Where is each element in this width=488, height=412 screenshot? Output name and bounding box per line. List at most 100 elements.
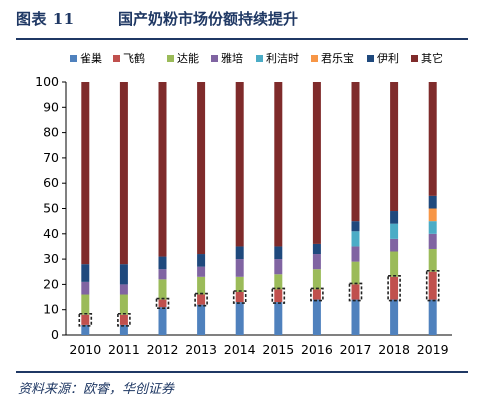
bar-segment [351,82,360,222]
highlight-outline [78,312,93,327]
legend-label: 雅培 [221,51,243,65]
bar-segment [312,269,321,290]
legend-label: 君乐宝 [321,51,354,65]
bar-segment [428,233,437,249]
bar-segment [197,254,206,267]
bar-segment [119,324,128,335]
bar-segment [119,284,128,295]
bar-segment [235,246,244,260]
bar-segment [158,307,167,335]
bar-segment [351,299,360,335]
bar-segment [235,259,244,277]
bar-segment [351,231,360,247]
legend-swatch [167,55,174,62]
bar-segment [390,82,399,212]
bar-segment [274,82,283,247]
bar-segment [158,269,167,280]
bar-segment [197,294,206,305]
x-tick-label: 2016 [301,342,333,357]
bar-segment [428,208,437,222]
bar-segment [81,314,90,325]
legend-swatch [411,55,418,62]
bar-segment [274,246,283,260]
y-tick-label: 70 [43,150,59,165]
bar-segment [197,304,206,335]
chart-title: 国产奶粉市场份额持续提升 [118,10,299,28]
y-tick-label: 80 [43,125,59,140]
bar-segment [312,243,321,255]
bar-segment [312,299,321,335]
bar-segment [81,264,90,282]
bar-segment [274,259,283,275]
bar-segment [235,302,244,335]
bar-segment [81,281,90,295]
figure-label: 图表 11 [16,10,75,28]
highlight-outline [194,292,208,307]
bar-segment [390,276,399,300]
bottom-rule [16,371,468,373]
x-tick-label: 2010 [69,342,101,357]
legend-swatch [311,55,318,62]
legend-swatch [211,55,218,62]
bar-segment [274,302,283,335]
bar-segment [351,246,360,262]
bar-segment [81,324,90,335]
legend-swatch [113,55,120,62]
bar-segment [428,82,437,196]
bar-segment [197,266,206,277]
y-tick-label: 20 [43,276,59,291]
highlight-outline [117,312,131,327]
bar-segment [428,195,437,209]
bar-segment [119,82,128,265]
x-tick-label: 2017 [340,342,372,357]
y-tick-label: 10 [43,302,59,317]
y-tick-label: 100 [35,74,59,89]
bar-segment [390,223,399,239]
bar-segment [428,248,437,272]
bar-segment [158,299,167,308]
legend-swatch [70,55,77,62]
y-tick-label: 0 [51,327,59,342]
bar-segment [119,314,128,325]
bar-segment [81,82,90,265]
legend-label: 伊利 [377,52,399,65]
x-tick-label: 2019 [417,342,449,357]
x-tick-label: 2014 [224,342,256,357]
highlight-outline [425,269,440,302]
y-tick-label: 30 [43,251,59,266]
bar-segment [274,274,283,290]
highlight-outline [348,282,363,302]
bar-segment [197,276,206,295]
bar-segment [274,289,283,303]
x-tick-label: 2013 [185,342,217,357]
bar-segment [351,261,360,285]
legend-label: 其它 [421,51,443,65]
legend-swatch [256,55,263,62]
legend-label: 雀巢 [80,52,102,65]
bar-segment [158,256,167,270]
highlight-outline [155,297,170,309]
y-tick-label: 90 [43,99,59,114]
x-tick-label: 2012 [147,342,179,357]
bar-segment [81,294,90,315]
highlight-outline [387,275,401,302]
highlight-outline [232,290,247,304]
bar-segment [390,251,399,277]
bar-segment [351,221,360,232]
x-tick-label: 2018 [378,342,410,357]
bar-segment [235,82,244,247]
highlight-outline [310,287,324,302]
legend-label: 飞鹤 [123,51,145,65]
legend-swatch [367,55,374,62]
x-tick-label: 2015 [262,342,294,357]
bar-segment [312,254,321,270]
header: 图表 11 国产奶粉市场份额持续提升 [0,0,488,34]
bar-segment [235,276,244,292]
bar-segment [428,221,437,234]
bar-segment [312,82,321,244]
source-note: 资料来源：欧睿，华创证券 [18,382,175,397]
y-tick-label: 60 [43,175,59,190]
bar-segment [235,291,244,303]
